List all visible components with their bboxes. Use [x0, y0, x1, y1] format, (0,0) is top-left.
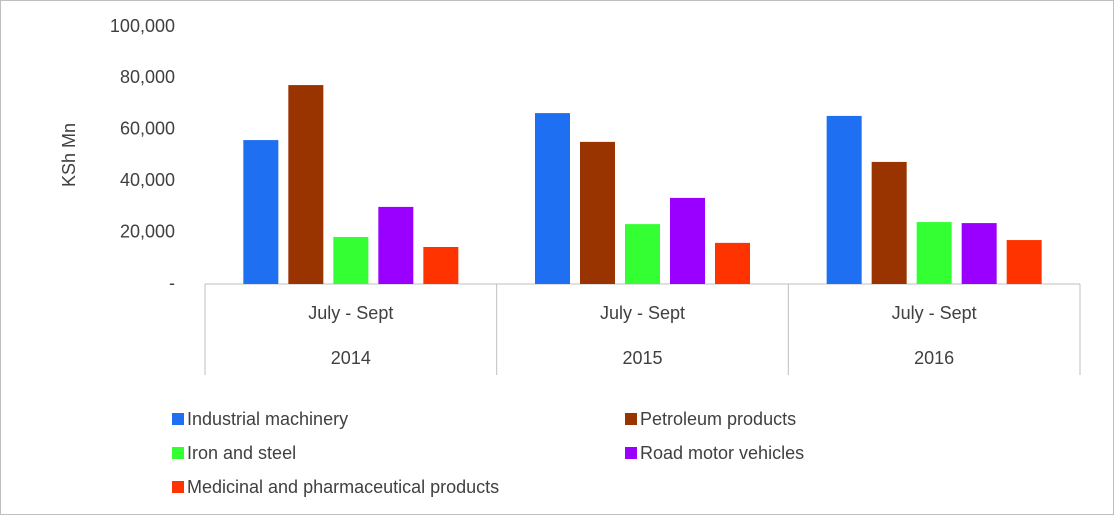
x-tick-label: 2014	[331, 348, 371, 368]
bar	[670, 197, 705, 284]
x-tick-sublabel: July - Sept	[892, 303, 977, 323]
legend-label: Road motor vehicles	[640, 443, 804, 463]
legend-swatch	[625, 447, 637, 459]
y-axis-label: KSh Mn	[59, 123, 79, 187]
legend-label: Iron and steel	[187, 443, 296, 463]
y-tick-label: 100,000	[110, 16, 175, 36]
bar	[826, 115, 862, 284]
legend-swatch	[172, 413, 184, 425]
y-tick-label: 40,000	[120, 170, 175, 190]
bar	[243, 140, 279, 284]
bar	[333, 236, 369, 284]
y-tick-label: 80,000	[120, 67, 175, 87]
bar	[288, 85, 324, 284]
y-tick-label: -	[169, 273, 175, 293]
x-tick-sublabel: July - Sept	[308, 303, 393, 323]
bar	[535, 113, 570, 284]
legend-swatch	[172, 447, 184, 459]
x-tick-label: 2015	[622, 348, 662, 368]
bar	[625, 224, 660, 284]
bar	[961, 223, 997, 284]
bar	[916, 222, 952, 284]
bar	[423, 246, 459, 284]
y-tick-label: 60,000	[120, 119, 175, 139]
legend-label: Medicinal and pharmaceutical products	[187, 477, 499, 497]
x-tick-sublabel: July - Sept	[600, 303, 685, 323]
bar	[378, 206, 414, 284]
legend-label: Petroleum products	[640, 409, 796, 429]
bar	[580, 141, 615, 284]
bar	[1006, 240, 1042, 284]
bar	[715, 242, 750, 284]
bar	[871, 161, 907, 284]
legend-label: Industrial machinery	[187, 409, 348, 429]
x-tick-label: 2016	[914, 348, 954, 368]
y-tick-label: 20,000	[120, 221, 175, 241]
legend-swatch	[172, 481, 184, 493]
legend-swatch	[625, 413, 637, 425]
